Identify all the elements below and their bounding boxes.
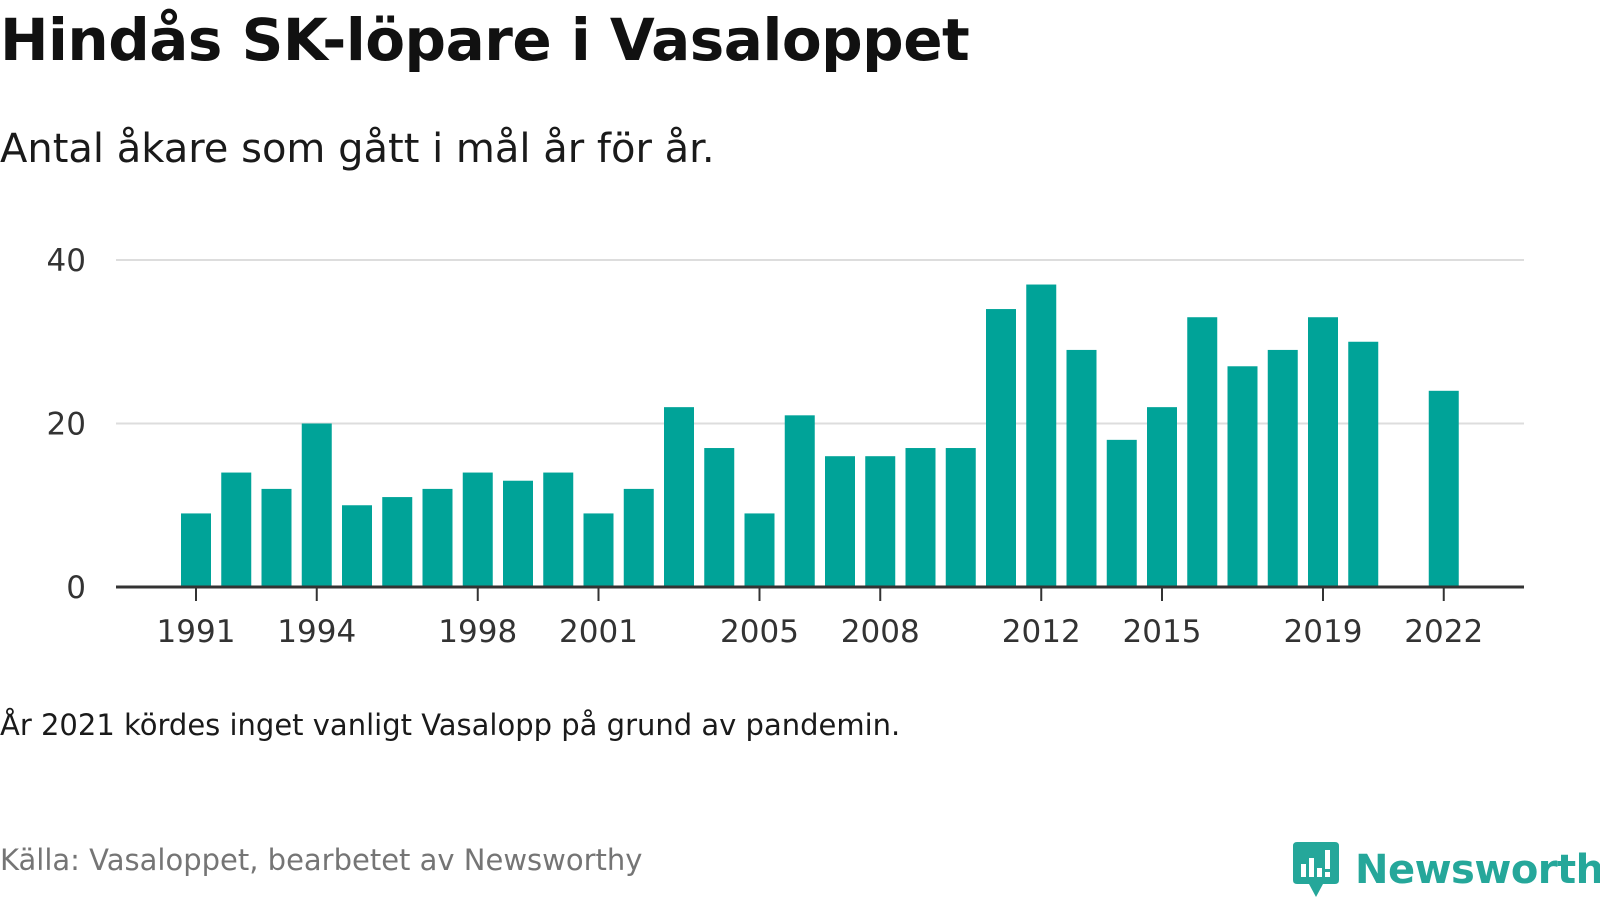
chart-subtitle: Antal åkare som gått i mål år för år. [0,126,715,172]
source-credit: Källa: Vasaloppet, bearbetet av Newswort… [0,843,643,877]
bar-2015 [1147,407,1177,587]
x-tick-label-2005: 2005 [720,614,799,650]
bar-2020 [1348,341,1379,587]
bar-1991 [181,513,211,587]
bar-1997 [422,488,453,587]
bar-2016 [1187,317,1218,587]
newsworthy-logo-icon [1293,842,1339,897]
bar-2010 [945,448,976,587]
bar-2012 [1026,284,1057,587]
x-tick-label-2019: 2019 [1284,614,1363,650]
y-tick-label-40: 40 [47,243,86,279]
bar-2002 [623,488,654,587]
bar-2019 [1308,317,1338,587]
bar-1999 [503,480,533,587]
x-tick-label-2022: 2022 [1404,614,1483,650]
y-tick-label-20: 20 [47,407,86,443]
x-tick-label-1998: 1998 [438,614,517,650]
brand-name: Newsworthy [1355,847,1600,893]
y-tick-label-0: 0 [66,570,86,606]
bar-2008 [865,456,896,587]
bar-2009 [905,448,936,587]
x-tick-label-2012: 2012 [1002,614,1081,650]
brand-logo: Newsworthy [1291,840,1600,900]
bar-2014 [1106,439,1137,587]
bar-1992 [221,472,252,587]
bar-2022 [1428,390,1459,587]
chart-note: År 2021 kördes inget vanligt Vasalopp på… [0,708,901,742]
bar-2004 [704,448,735,587]
bar-1998 [462,472,493,587]
bar-2000 [543,472,574,587]
bar-chart: 0 20 40 1991 1994 1998 2001 2005 2008 2012 2015 201… [47,243,1524,650]
bar-1996 [382,497,413,587]
bar-2007 [825,456,855,587]
bar-1994 [301,423,332,587]
x-tick-label-1994: 1994 [277,614,356,650]
bar-1993 [261,488,292,587]
bar-2013 [1066,349,1097,587]
x-tick-label-1991: 1991 [157,614,236,650]
bar-2006 [784,415,815,587]
bar-1995 [342,505,372,587]
x-tick-label-2008: 2008 [841,614,920,650]
bar-2011 [986,309,1016,587]
bar-2003 [664,407,694,587]
bar-2001 [583,513,614,587]
bar-2017 [1227,366,1258,587]
x-tick-label-2015: 2015 [1123,614,1202,650]
chart-title: Hindås SK-löpare i Vasaloppet [0,6,970,74]
bar-2018 [1267,349,1298,587]
bar-2005 [744,513,775,587]
x-tick-label-2001: 2001 [559,614,638,650]
